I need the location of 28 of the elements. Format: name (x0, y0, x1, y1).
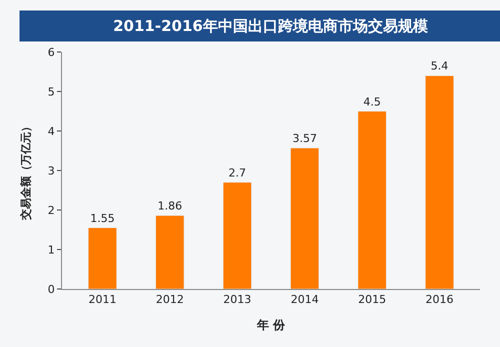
x-tick-label: 2011 (88, 293, 116, 306)
y-axis-title: 交易金额（万亿元） (19, 121, 32, 221)
x-tick-label: 2014 (290, 293, 319, 306)
bar (425, 75, 454, 289)
data-label: 5.4 (430, 60, 448, 73)
bar (358, 111, 387, 289)
bar (290, 148, 320, 289)
y-tick-label: 4 (48, 124, 55, 138)
bar (88, 228, 117, 289)
data-label: 1.55 (90, 212, 115, 225)
x-tick-label: 2013 (223, 293, 252, 306)
data-label: 1.86 (158, 200, 182, 213)
bar (222, 182, 252, 289)
y-tick-label: 3 (48, 164, 55, 178)
data-label: 4.5 (363, 95, 381, 108)
x-tick-label: 2015 (358, 293, 386, 306)
data-label: 2.7 (228, 166, 246, 180)
data-label: 3.57 (292, 132, 317, 145)
bar (155, 215, 184, 289)
y-tick-label: 2 (48, 204, 55, 217)
x-tick-label: 2012 (156, 293, 184, 306)
x-axis-title: 年 份 (256, 318, 286, 332)
y-tick-label: 5 (48, 85, 55, 98)
chart-title: 2011-2016年中国出口跨境电商市场交易规模 (113, 17, 429, 35)
y-tick-label: 1 (48, 243, 55, 256)
x-tick-label: 2016 (426, 293, 454, 306)
y-tick-label: 6 (48, 46, 55, 59)
y-tick-label: 0 (48, 282, 55, 296)
